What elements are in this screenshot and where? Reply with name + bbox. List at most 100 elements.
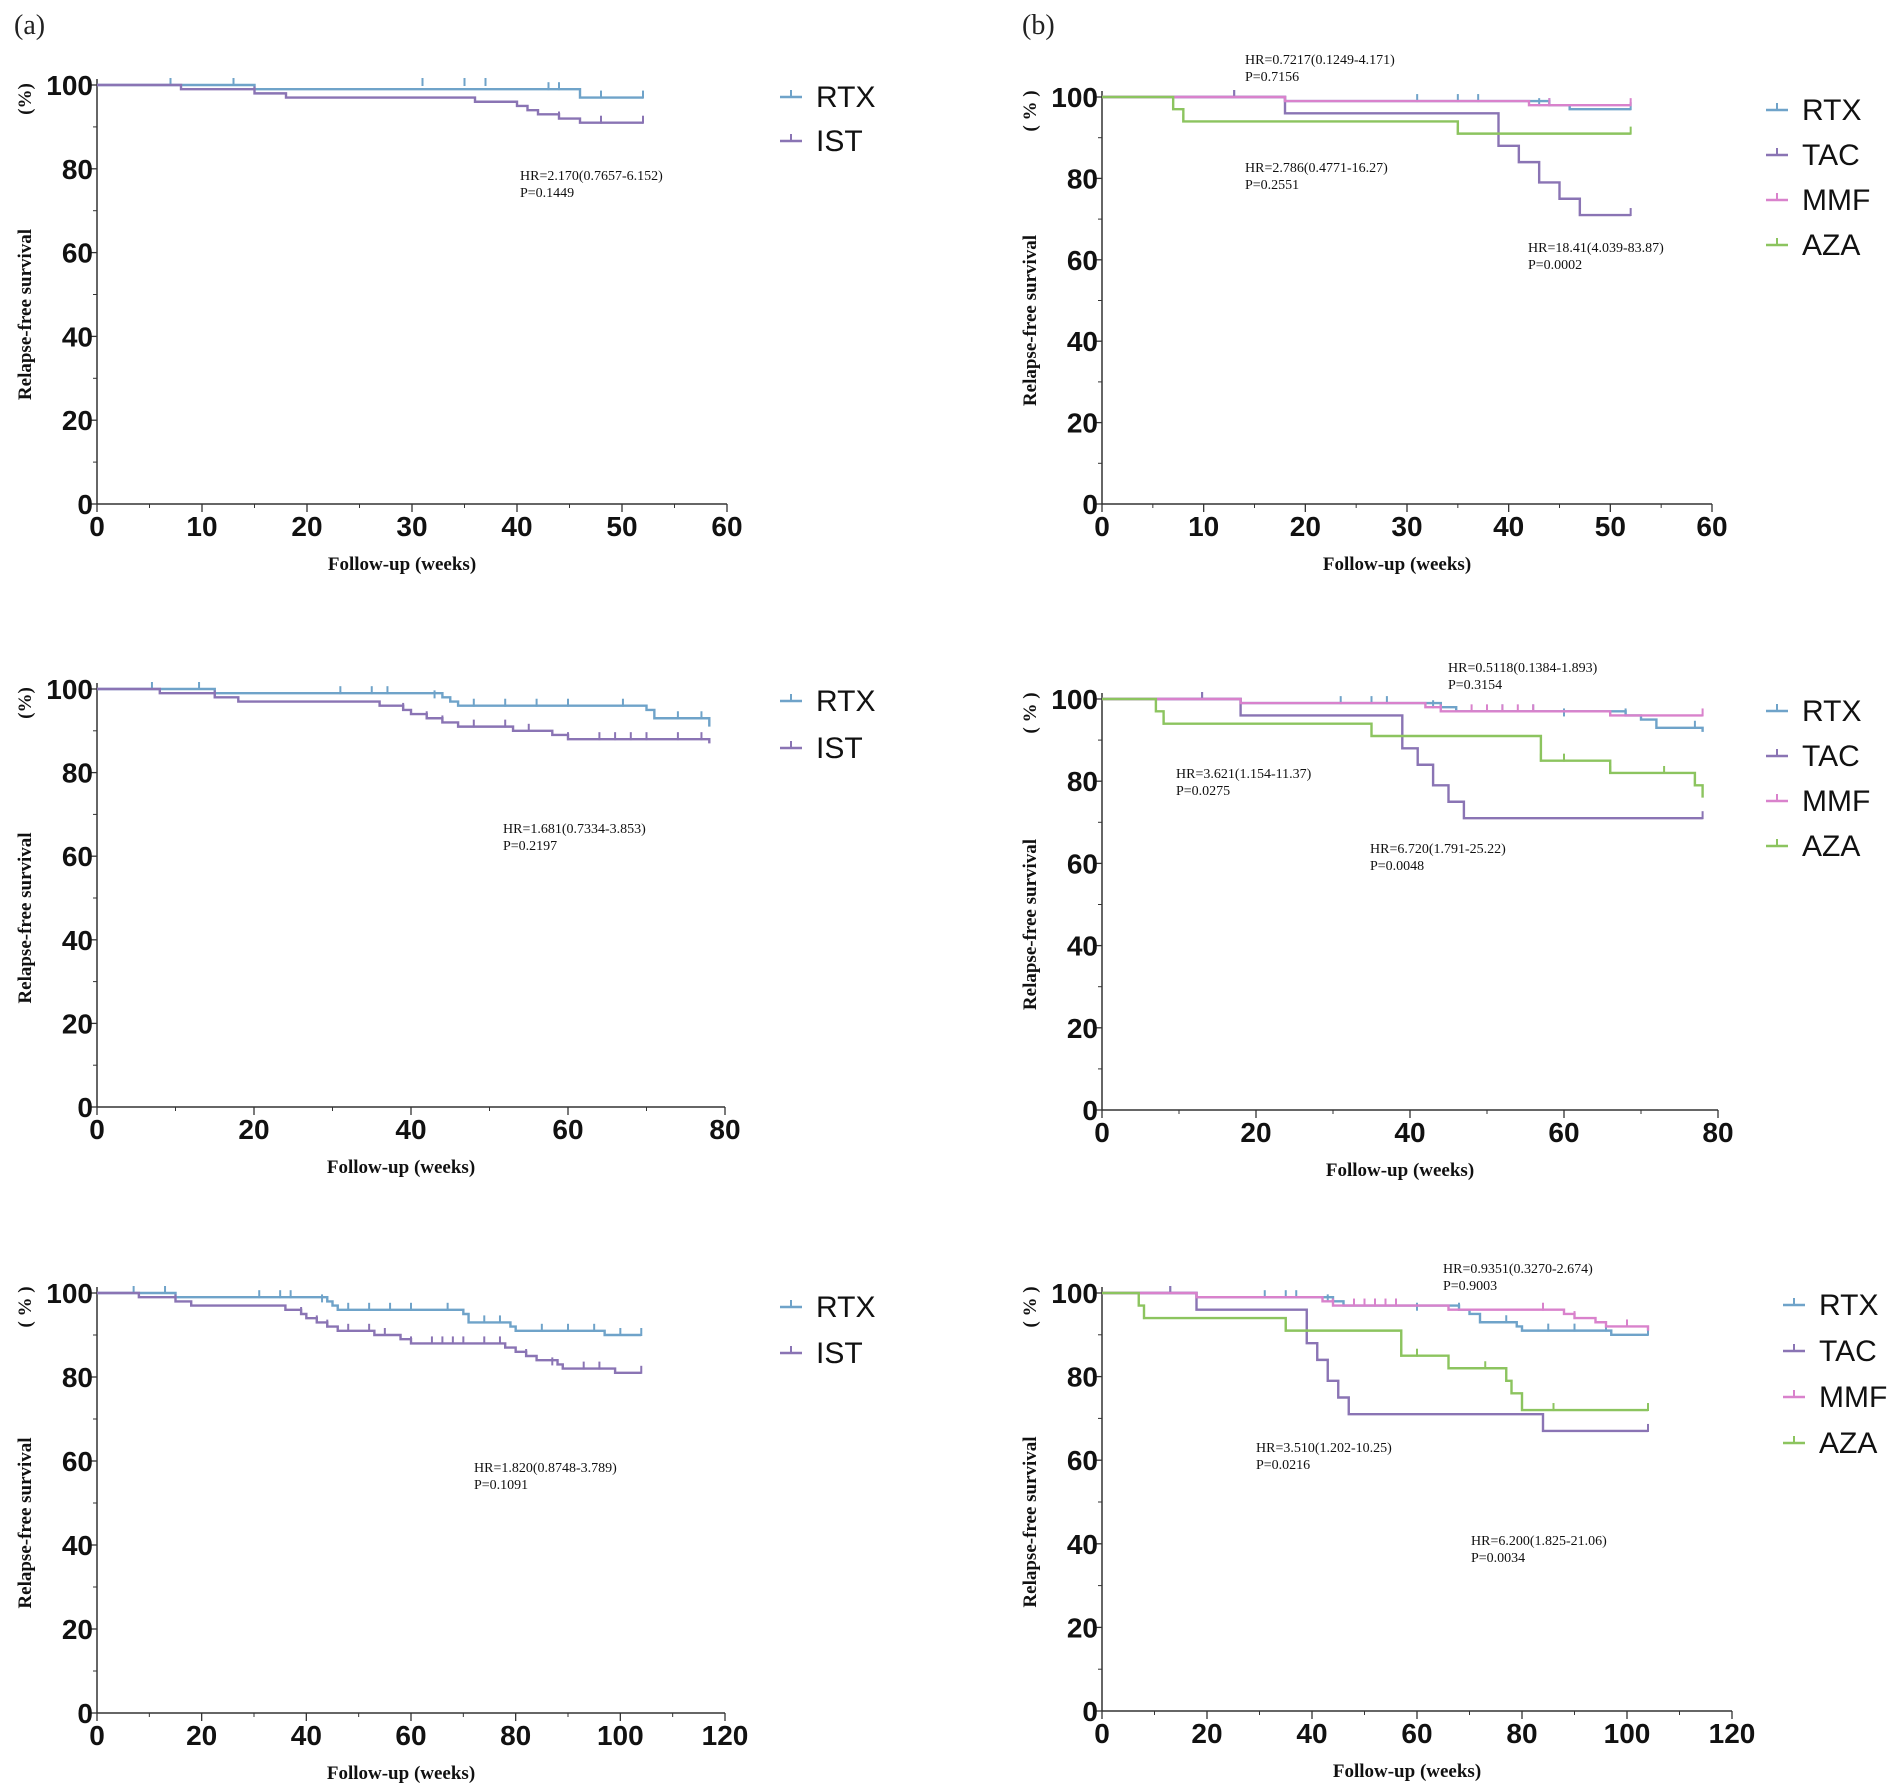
- series-line-rtx: [97, 83, 643, 99]
- x-tick-label: 120: [1709, 1718, 1756, 1749]
- p-value-annotation: P=0.0048: [1370, 859, 1424, 874]
- y-axis-unit: (%): [15, 687, 36, 719]
- y-tick-label: 20: [1067, 408, 1098, 439]
- x-tick-label: 100: [597, 1720, 644, 1751]
- chart-a2: 0 20 40 60 80 0 20 40 60 80 100 Follow-up (weeks) Re…: [15, 674, 875, 1178]
- y-tick-label: 40: [62, 925, 93, 956]
- legend-label-tac: TAC: [1802, 740, 1860, 773]
- y-axis-title: Relapse-free survival: [1020, 1436, 1041, 1607]
- series-line-tac: [1102, 1291, 1648, 1433]
- legend-label-ist: IST: [816, 125, 863, 158]
- x-tick-label: 10: [1188, 511, 1219, 542]
- chart-b2: 0 20 40 60 80 0 20 40 60 80 100 Follow-up (weeks) Re…: [1020, 661, 1870, 1181]
- x-tick-label: 0: [1094, 1718, 1110, 1749]
- hazard-ratio-annotation: HR=0.5118(0.1384-1.893): [1448, 661, 1598, 676]
- series-line-ist: [97, 1291, 642, 1374]
- y-tick-label: 0: [77, 1092, 93, 1123]
- series-line-mmf: [1102, 1291, 1650, 1331]
- legend-label-rtx: RTX: [816, 685, 875, 718]
- hazard-ratio-annotation: HR=2.170(0.7657-6.152): [520, 169, 663, 184]
- legend-label-rtx: RTX: [1802, 94, 1861, 127]
- chart-b3: 0 20 40 60 80 100 120 0 20 40 60 80 100 Follow-up (we…: [1020, 1262, 1887, 1782]
- hazard-ratio-annotation: HR=3.510(1.202-10.25): [1256, 1441, 1392, 1456]
- x-tick-label: 0: [1094, 511, 1110, 542]
- x-axis-title: Follow-up (weeks): [1333, 1761, 1481, 1782]
- p-value-annotation: P=0.2551: [1245, 178, 1299, 193]
- chart-b1: 0 10 20 30 40 50 60 0 20 40 60 80 100 Follow-up (week…: [1020, 53, 1870, 575]
- y-tick-label: 20: [1067, 1013, 1098, 1044]
- x-axis-title: Follow-up (weeks): [1326, 1160, 1474, 1181]
- y-tick-label: 40: [1067, 326, 1098, 357]
- series-line-tac: [1102, 95, 1631, 217]
- x-tick-label: 0: [89, 1114, 105, 1145]
- hazard-ratio-annotation: HR=0.7217(0.1249-4.171): [1245, 53, 1395, 68]
- x-tick-label: 20: [1191, 1718, 1222, 1749]
- hazard-ratio-annotation: HR=0.9351(0.3270-2.674): [1443, 1262, 1593, 1277]
- x-tick-label: 40: [291, 1720, 322, 1751]
- x-tick-label: 30: [396, 511, 427, 542]
- x-axis-title: Follow-up (weeks): [327, 1763, 475, 1783]
- p-value-annotation: P=0.3154: [1448, 678, 1502, 693]
- y-tick-label: 20: [62, 1614, 93, 1645]
- y-axis-unit: ( % ): [15, 1286, 36, 1327]
- hazard-ratio-annotation: HR=18.41(4.039-83.87): [1528, 241, 1664, 256]
- legend-label-rtx: RTX: [816, 81, 875, 114]
- legend-label-tac: TAC: [1819, 1335, 1877, 1368]
- x-tick-label: 60: [1696, 511, 1727, 542]
- p-value-annotation: P=0.0002: [1528, 258, 1582, 273]
- y-tick-label: 0: [77, 489, 93, 520]
- x-tick-label: 0: [89, 1720, 105, 1751]
- x-axis-title: Follow-up (weeks): [1323, 554, 1471, 575]
- x-tick-label: 80: [500, 1720, 531, 1751]
- x-tick-label: 10: [186, 511, 217, 542]
- x-tick-label: 80: [1702, 1117, 1733, 1148]
- p-value-annotation: P=0.0034: [1471, 1551, 1525, 1566]
- y-axis-title: Relapse-free survival: [15, 832, 36, 1003]
- x-tick-label: 20: [1290, 511, 1321, 542]
- p-value-annotation: P=0.2197: [503, 839, 557, 854]
- chart-a3: 0 20 40 60 80 100 120 0 20 40 60 80 100 Follow-up (we…: [15, 1278, 875, 1784]
- p-value-annotation: P=0.9003: [1443, 1279, 1497, 1294]
- p-value-annotation: P=0.7156: [1245, 70, 1299, 85]
- y-tick-label: 100: [1051, 82, 1098, 113]
- x-tick-label: 40: [1296, 1718, 1327, 1749]
- legend-label-rtx: RTX: [1819, 1289, 1878, 1322]
- y-tick-label: 40: [62, 1530, 93, 1561]
- y-tick-label: 100: [46, 70, 93, 101]
- x-tick-label: 120: [702, 1720, 749, 1751]
- x-tick-label: 60: [395, 1720, 426, 1751]
- hazard-ratio-annotation: HR=3.621(1.154-11.37): [1176, 767, 1312, 782]
- legend-label-tac: TAC: [1802, 139, 1860, 172]
- y-tick-label: 80: [1067, 163, 1098, 194]
- y-tick-label: 60: [1067, 1445, 1098, 1476]
- hazard-ratio-annotation: HR=2.786(0.4771-16.27): [1245, 161, 1388, 176]
- y-tick-label: 60: [62, 841, 93, 872]
- x-tick-label: 30: [1391, 511, 1422, 542]
- x-tick-label: 40: [1493, 511, 1524, 542]
- y-tick-label: 20: [62, 405, 93, 436]
- y-tick-label: 60: [62, 238, 93, 269]
- x-tick-label: 20: [1240, 1117, 1271, 1148]
- hazard-ratio-annotation: HR=6.720(1.791-25.22): [1370, 842, 1506, 857]
- x-tick-label: 0: [1094, 1117, 1110, 1148]
- x-tick-label: 50: [606, 511, 637, 542]
- y-tick-label: 20: [62, 1008, 93, 1039]
- legend-label-mmf: MMF: [1802, 785, 1870, 818]
- y-axis-unit: (%): [15, 83, 36, 115]
- y-tick-label: 80: [1067, 766, 1098, 797]
- x-tick-label: 50: [1595, 511, 1626, 542]
- y-tick-label: 20: [1067, 1612, 1098, 1643]
- x-tick-label: 60: [552, 1114, 583, 1145]
- y-tick-label: 0: [77, 1698, 93, 1729]
- x-tick-label: 20: [238, 1114, 269, 1145]
- series-line-rtx: [1102, 95, 1631, 111]
- y-tick-label: 100: [46, 674, 93, 705]
- y-tick-label: 40: [1067, 1529, 1098, 1560]
- y-axis-title: Relapse-free survival: [15, 1437, 36, 1608]
- series-line-ist: [97, 687, 711, 744]
- x-tick-label: 60: [1401, 1718, 1432, 1749]
- series-line-tac: [1102, 697, 1703, 820]
- y-axis-title: Relapse-free survival: [1020, 235, 1041, 406]
- series-line-aza: [1102, 1291, 1648, 1412]
